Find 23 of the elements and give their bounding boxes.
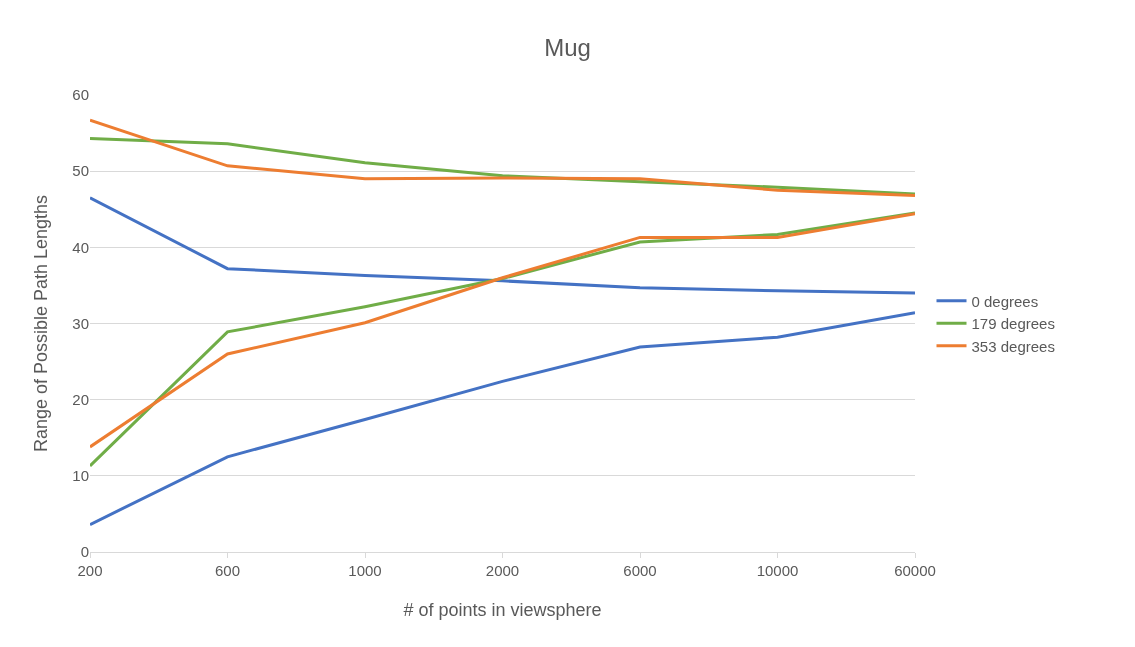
y-tick-label: 50 — [72, 162, 89, 180]
y-tick-label: 40 — [72, 238, 89, 256]
legend-label: 0 degrees — [971, 292, 1039, 310]
y-tick-label: 0 — [80, 543, 89, 561]
x-tick-label: 1000 — [348, 562, 382, 579]
y-tick-label: 30 — [72, 314, 89, 332]
x-tick-label: 2000 — [485, 562, 520, 579]
x-axis-title: # of points in viewsphere — [403, 600, 602, 621]
y-axis-title: Range of Possible Path Lengths — [30, 194, 51, 453]
x-tick-label: 600 — [214, 562, 241, 579]
y-tick-label: 60 — [72, 86, 89, 104]
legend-label: 179 degrees — [971, 315, 1055, 333]
y-tick-label: 20 — [72, 390, 89, 408]
x-tick-label: 60000 — [894, 562, 936, 579]
x-tick-label: 200 — [77, 562, 103, 579]
legend-label: 353 degrees — [971, 337, 1055, 355]
line-series — [90, 196, 915, 295]
line-series — [90, 118, 915, 198]
x-tick-label: 6000 — [623, 562, 657, 579]
y-tick-label: 10 — [72, 467, 89, 485]
x-tick-label: 10000 — [756, 562, 799, 579]
line-series — [90, 311, 915, 527]
chart-title: Mug — [544, 33, 591, 61]
